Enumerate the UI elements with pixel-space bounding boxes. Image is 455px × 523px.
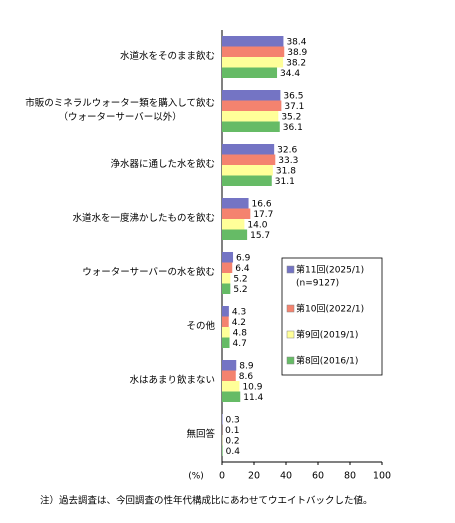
bar — [222, 252, 234, 263]
legend-label: 第8回(2016/1) — [296, 355, 358, 367]
value-label: 5.2 — [233, 274, 247, 284]
value-label: 4.7 — [233, 339, 247, 349]
bar — [222, 327, 230, 338]
x-tick-label: 40 — [280, 471, 292, 482]
bar — [222, 229, 248, 240]
x-tick-label: 0 — [219, 471, 225, 482]
legend-swatch — [286, 265, 295, 274]
legend-label: 第11回(2025/1) — [296, 264, 364, 276]
bar — [222, 90, 281, 101]
bar — [222, 165, 273, 176]
value-label: 4.8 — [233, 328, 248, 338]
value-label: 10.9 — [242, 382, 262, 392]
bar — [222, 175, 272, 186]
value-label: 15.7 — [250, 231, 270, 241]
value-label: 36.5 — [283, 91, 303, 101]
bar — [222, 67, 278, 78]
value-label: 5.2 — [233, 285, 247, 295]
value-label: 6.9 — [236, 253, 251, 263]
value-label: 38.2 — [286, 58, 306, 68]
legend-swatch — [286, 356, 295, 365]
bar — [222, 316, 229, 327]
category-label: 浄水器に通した水を飲む — [110, 159, 215, 170]
bar — [222, 154, 276, 165]
bar — [222, 144, 275, 155]
bar — [222, 391, 241, 402]
value-label: 34.4 — [280, 69, 300, 79]
value-label: 0.3 — [225, 415, 239, 425]
value-label: 8.9 — [239, 361, 254, 371]
value-label: 17.7 — [253, 210, 273, 220]
bar — [222, 370, 236, 381]
bar — [222, 46, 285, 57]
value-label: 38.4 — [286, 37, 306, 47]
legend-swatch — [286, 330, 295, 339]
value-label: 16.6 — [252, 199, 272, 209]
bar — [222, 381, 240, 392]
bar — [222, 360, 237, 371]
footnote: 注）過去調査は、今回調査の性年代構成比にあわせてウエイトバックした値。 — [40, 495, 373, 507]
x-tick-label: 100 — [373, 471, 391, 482]
bar — [222, 262, 233, 273]
legend-box — [281, 257, 383, 376]
x-tick-label: 20 — [248, 471, 260, 482]
bar — [222, 337, 230, 348]
category-label: その他 — [186, 321, 215, 332]
value-label: 8.6 — [239, 372, 254, 382]
value-label: 0.1 — [225, 426, 239, 436]
value-label: 11.4 — [243, 393, 263, 403]
bar — [222, 111, 279, 122]
legend-label: 第10回(2022/1) — [296, 303, 364, 315]
value-label: 31.8 — [276, 166, 296, 176]
value-label: 33.3 — [278, 156, 298, 166]
value-label: 4.3 — [232, 307, 246, 317]
x-tick-label: 80 — [344, 471, 356, 482]
value-label: 0.2 — [225, 436, 239, 446]
category-label: ウォーターサーバーの水を飲む — [82, 267, 215, 278]
value-label: 4.2 — [232, 318, 246, 328]
bar — [222, 445, 223, 456]
value-label: 0.4 — [226, 447, 241, 457]
value-label: 37.1 — [284, 102, 304, 112]
x-tick-label: 60 — [312, 471, 324, 482]
category-label: 水道水をそのまま飲む — [119, 51, 215, 62]
value-label: 32.6 — [277, 145, 297, 155]
bar — [222, 283, 231, 294]
bar — [222, 219, 245, 230]
value-label: 38.9 — [287, 48, 307, 58]
value-label: 36.1 — [283, 123, 303, 133]
category-label: 水はあまり飲まない — [129, 375, 215, 386]
legend-note: (n=9127) — [296, 279, 339, 289]
bar — [222, 198, 249, 209]
bar — [222, 121, 280, 132]
x-axis-label: (%) — [188, 472, 204, 482]
bar — [222, 208, 251, 219]
bar — [222, 306, 229, 317]
bar — [222, 36, 284, 47]
value-label: 6.4 — [235, 264, 250, 274]
legend-swatch — [286, 304, 295, 313]
bar — [222, 273, 231, 284]
category-label: 水道水を一度沸かしたものを飲む — [72, 213, 215, 224]
value-label: 31.1 — [275, 177, 295, 187]
bar — [222, 57, 284, 68]
category-label: 無回答 — [186, 429, 215, 440]
value-label: 35.2 — [281, 112, 301, 122]
value-label: 14.0 — [247, 220, 267, 230]
bar — [222, 100, 282, 111]
category-label: 市販のミネラルウォーター類を購入して飲む （ウォーターサーバー以外） — [25, 98, 215, 123]
legend-label: 第9回(2019/1) — [296, 329, 358, 341]
